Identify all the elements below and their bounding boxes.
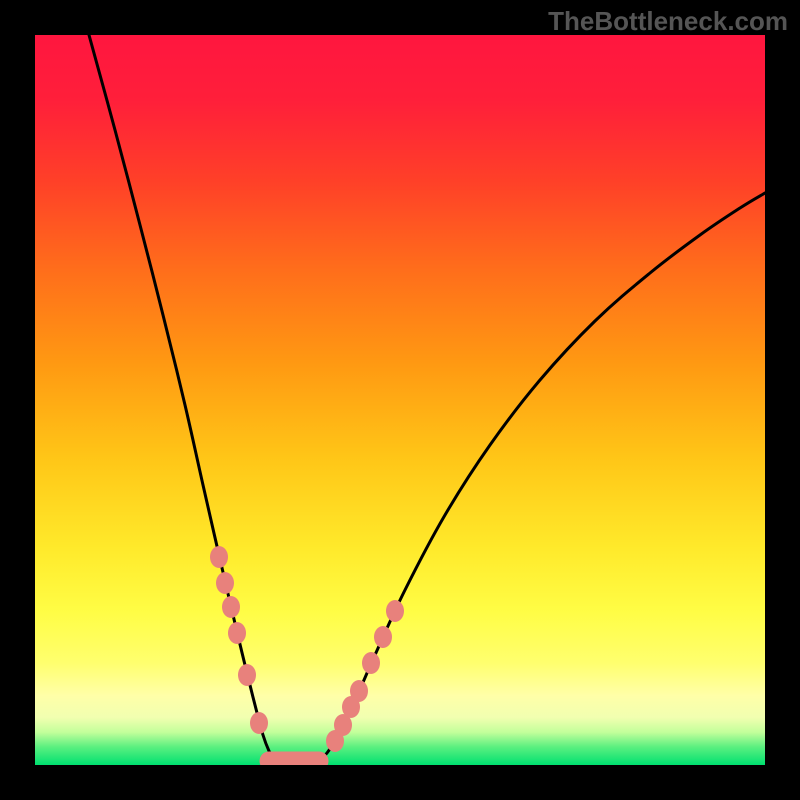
data-dot bbox=[216, 572, 234, 594]
plot-area bbox=[35, 35, 765, 765]
data-dot bbox=[228, 622, 246, 644]
data-dot bbox=[222, 596, 240, 618]
data-dot bbox=[250, 712, 268, 734]
data-dot bbox=[362, 652, 380, 674]
data-dot bbox=[386, 600, 404, 622]
gradient-background bbox=[35, 35, 765, 765]
data-dot bbox=[374, 626, 392, 648]
data-dot bbox=[238, 664, 256, 686]
data-dot bbox=[210, 546, 228, 568]
watermark-text: TheBottleneck.com bbox=[548, 6, 788, 37]
data-dot bbox=[350, 680, 368, 702]
chart-svg bbox=[35, 35, 765, 765]
